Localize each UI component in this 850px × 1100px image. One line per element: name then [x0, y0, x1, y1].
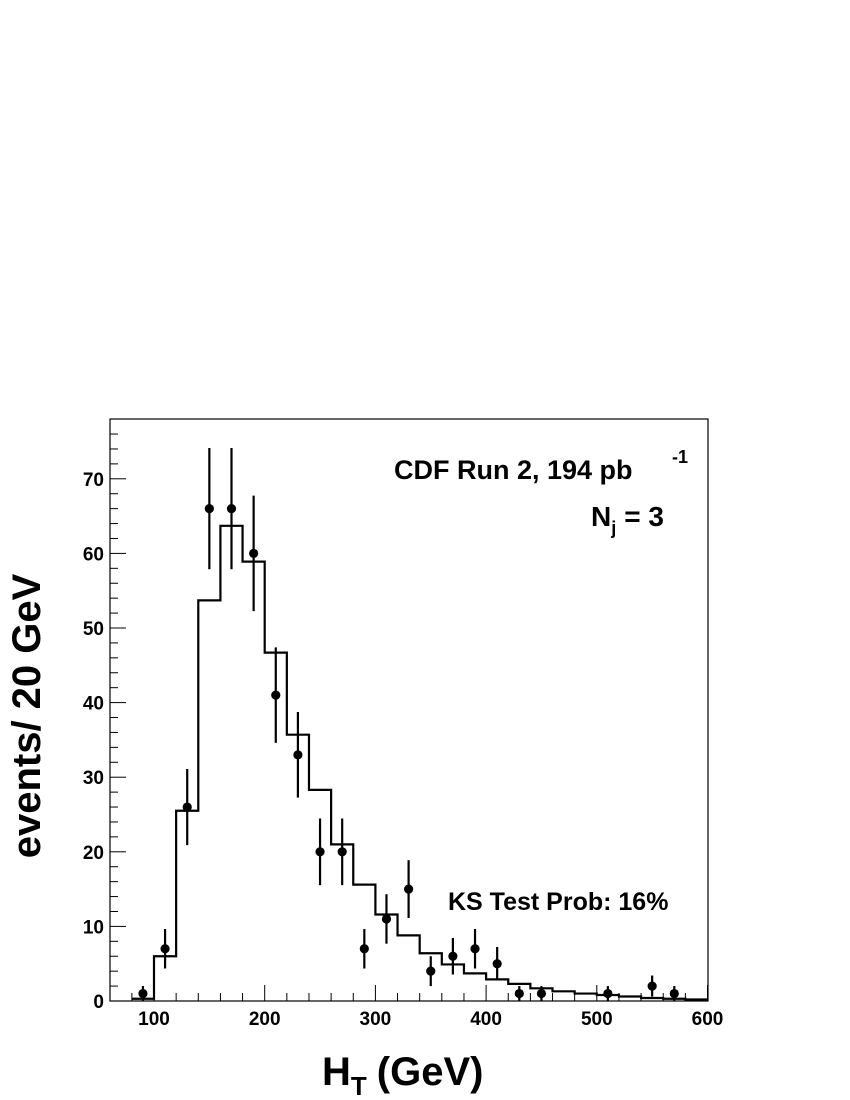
x-tick-label: 500: [581, 1009, 613, 1030]
data-marker: [271, 690, 281, 700]
x-axis-label-main: H: [322, 1050, 351, 1094]
data-point: [359, 929, 369, 969]
data-point: [514, 986, 524, 1001]
data-marker: [204, 504, 214, 514]
data-marker: [182, 802, 192, 812]
data-marker: [404, 884, 414, 894]
y-axis-tick-labels: 0 10 20 30 40 50 60 70: [83, 470, 104, 1013]
x-tick-label: 400: [470, 1009, 502, 1030]
data-point: [470, 929, 480, 969]
data-point: [337, 818, 347, 886]
data-marker: [381, 914, 392, 924]
x-axis-label: HT (GeV): [322, 1050, 483, 1100]
data-point: [293, 711, 303, 798]
data-point: [381, 894, 392, 944]
data-marker: [647, 981, 657, 991]
data-marker: [337, 847, 347, 857]
y-tick-label: 70: [83, 470, 104, 491]
data-point: [536, 986, 547, 1001]
data-point: [404, 860, 414, 918]
data-point: [138, 986, 148, 1001]
data-marker: [536, 988, 547, 999]
y-axis-label: events/ 20 GeV: [5, 573, 49, 858]
experiment-label: CDF Run 2, 194 pb: [394, 455, 633, 485]
data-point: [426, 956, 436, 987]
y-tick-label: 30: [83, 768, 104, 789]
data-marker: [138, 988, 148, 999]
data-point: [271, 647, 281, 743]
jet-label-main: N: [591, 501, 611, 532]
data-point: [603, 986, 613, 1001]
data-marker: [603, 988, 613, 999]
x-tick-label: 600: [692, 1009, 724, 1030]
jet-label-sub: j: [610, 518, 616, 538]
x-tick-label: 300: [360, 1009, 392, 1030]
data-point: [647, 975, 657, 997]
jet-label-value: = 3: [624, 501, 664, 532]
ks-test-label: KS Test Prob: 16%: [448, 888, 668, 916]
x-tick-label: 200: [249, 1009, 281, 1030]
x-axis-tick-labels: 100 200 300 400 500 600: [138, 1009, 723, 1030]
x-axis-label-unit: (GeV): [377, 1050, 484, 1094]
data-marker: [426, 966, 436, 976]
data-marker: [315, 847, 325, 857]
x-axis-label-sub: T: [351, 1071, 367, 1100]
y-axis-ticks: [110, 433, 126, 1002]
y-tick-label: 60: [83, 544, 104, 565]
data-point: [669, 986, 679, 1001]
data-marker: [249, 548, 259, 559]
y-tick-label: 40: [83, 694, 104, 715]
data-marker: [160, 944, 170, 954]
data-marker: [470, 944, 480, 954]
data-marker: [514, 988, 524, 999]
data-point: [226, 448, 237, 570]
data-point: [204, 448, 214, 570]
data-point: [448, 937, 458, 975]
data-point: [249, 495, 259, 612]
data-points: [138, 448, 679, 1001]
data-marker: [492, 959, 502, 969]
y-tick-label: 0: [93, 992, 104, 1013]
plot-frame: [109, 418, 709, 1002]
x-tick-label: 100: [138, 1009, 170, 1030]
y-tick-label: 50: [83, 619, 104, 640]
data-point: [160, 929, 170, 969]
prediction-histogram: [131, 524, 708, 1001]
data-point: [182, 769, 192, 846]
data-marker: [293, 750, 303, 760]
y-tick-label: 10: [83, 917, 104, 938]
jet-multiplicity-label: Nj = 3: [591, 501, 664, 538]
x-axis-ticks: [131, 985, 708, 1001]
data-marker: [359, 944, 369, 954]
y-tick-label: 20: [83, 843, 104, 864]
luminosity-exponent: -1: [672, 447, 688, 467]
data-marker: [226, 504, 237, 514]
data-marker: [448, 951, 458, 961]
data-marker: [669, 988, 679, 999]
data-point: [315, 818, 325, 886]
data-point: [492, 947, 502, 981]
